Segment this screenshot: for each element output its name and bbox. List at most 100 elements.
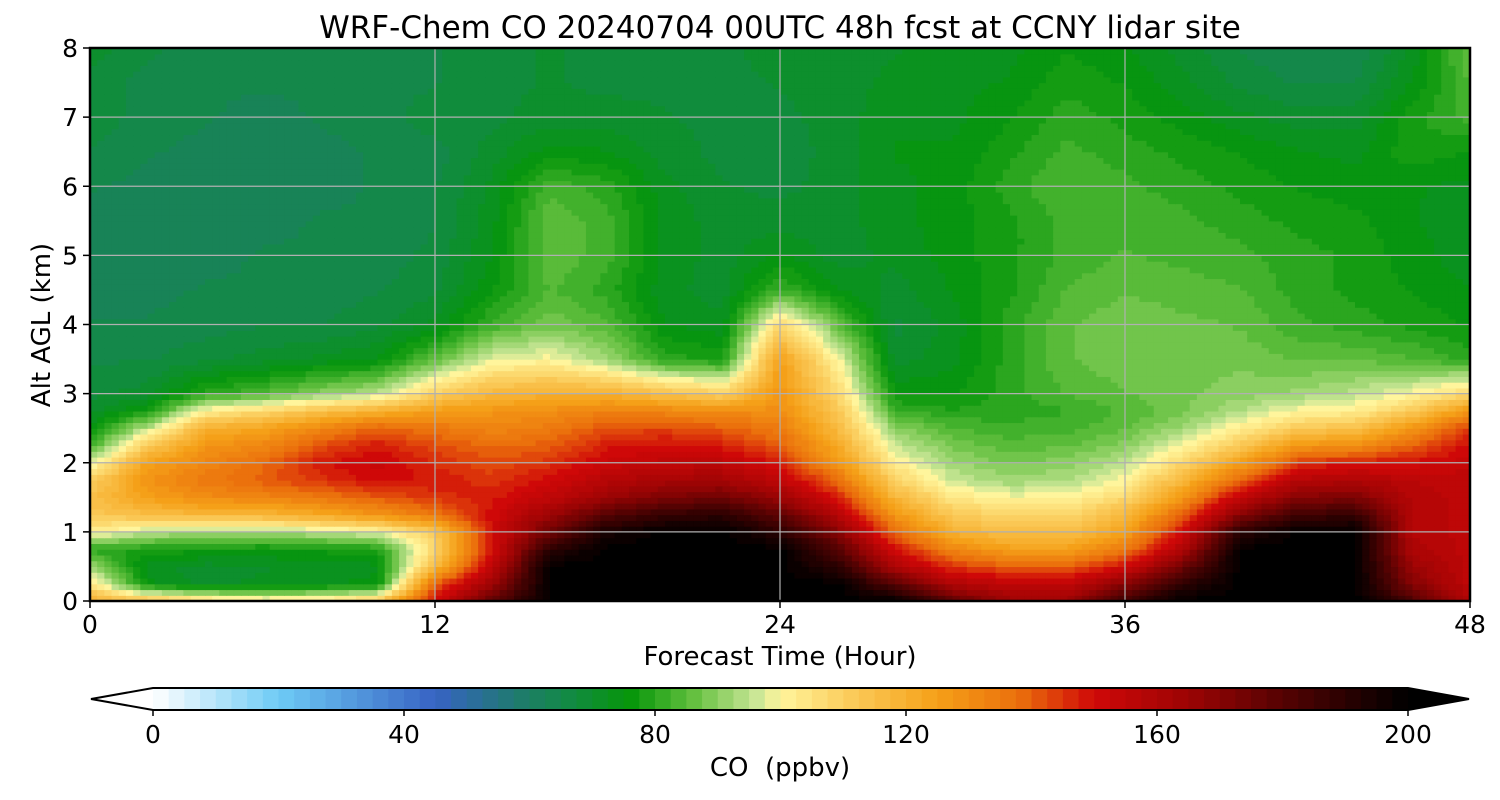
heatmap-cell bbox=[125, 572, 134, 579]
heatmap-cell bbox=[722, 503, 731, 510]
heatmap-cell bbox=[1383, 531, 1392, 539]
heatmap-cell bbox=[176, 549, 185, 556]
heatmap-cell bbox=[708, 451, 716, 458]
heatmap-cell bbox=[1268, 508, 1277, 516]
heatmap-cell bbox=[377, 456, 386, 464]
heatmap-cell bbox=[693, 491, 702, 498]
heatmap-cell bbox=[1204, 497, 1212, 504]
heatmap-cell bbox=[1434, 583, 1442, 591]
heatmap-cell bbox=[794, 462, 803, 470]
heatmap-cell bbox=[1002, 595, 1011, 601]
heatmap-cell bbox=[665, 480, 673, 487]
heatmap-cell bbox=[219, 456, 228, 464]
heatmap-cell bbox=[866, 503, 875, 510]
heatmap-cell bbox=[1153, 474, 1162, 481]
heatmap-cell bbox=[722, 577, 731, 585]
heatmap-cell bbox=[97, 583, 105, 591]
heatmap-cell bbox=[593, 543, 601, 550]
heatmap-cell bbox=[140, 485, 149, 493]
heatmap-cell bbox=[1089, 456, 1097, 464]
heatmap-cell bbox=[363, 462, 371, 470]
heatmap-cell bbox=[514, 589, 522, 596]
heatmap-cell bbox=[736, 560, 745, 568]
heatmap-cell bbox=[1067, 526, 1076, 533]
heatmap-cell bbox=[485, 514, 494, 521]
heatmap-cell bbox=[578, 543, 587, 550]
heatmap-cell bbox=[355, 577, 364, 585]
heatmap-cell bbox=[1211, 549, 1220, 556]
heatmap-cell bbox=[118, 531, 127, 539]
heatmap-cell bbox=[1225, 560, 1234, 568]
heatmap-cell bbox=[449, 514, 458, 521]
heatmap-cell bbox=[478, 514, 486, 521]
heatmap-cell bbox=[665, 526, 673, 533]
heatmap-cell bbox=[736, 566, 745, 573]
heatmap-cell bbox=[1297, 531, 1306, 539]
heatmap-cell bbox=[593, 577, 601, 585]
heatmap-cell bbox=[1448, 583, 1457, 591]
heatmap-cell bbox=[1376, 497, 1385, 504]
heatmap-cell bbox=[988, 560, 997, 568]
heatmap-cell bbox=[1426, 503, 1435, 510]
heatmap-cell bbox=[1189, 572, 1198, 579]
heatmap-cell bbox=[1168, 497, 1176, 504]
heatmap-cell bbox=[988, 514, 997, 521]
heatmap-cell bbox=[873, 468, 882, 475]
heatmap-cell bbox=[176, 577, 185, 585]
heatmap-cell bbox=[938, 491, 946, 498]
heatmap-cell bbox=[140, 583, 149, 591]
heatmap-cell bbox=[1125, 474, 1133, 481]
heatmap-cell bbox=[161, 485, 170, 493]
heatmap-cell bbox=[1160, 508, 1169, 516]
heatmap-cell bbox=[758, 549, 767, 556]
heatmap-cell bbox=[370, 491, 379, 498]
heatmap-cell bbox=[1261, 589, 1270, 596]
heatmap-cell bbox=[550, 451, 558, 458]
heatmap-cell bbox=[794, 566, 803, 573]
heatmap-cell bbox=[1168, 462, 1176, 470]
heatmap-cell bbox=[535, 589, 544, 596]
heatmap-cell bbox=[449, 537, 458, 544]
heatmap-cell bbox=[880, 589, 889, 596]
heatmap-cell bbox=[1376, 474, 1385, 481]
heatmap-cell bbox=[808, 537, 817, 544]
heatmap-cell bbox=[1268, 468, 1277, 475]
heatmap-cell bbox=[1060, 468, 1069, 475]
heatmap-cell bbox=[1031, 572, 1040, 579]
heatmap-cell bbox=[758, 456, 767, 464]
heatmap-cell bbox=[708, 583, 716, 591]
heatmap-cell bbox=[557, 514, 565, 521]
heatmap-cell bbox=[1369, 549, 1378, 556]
heatmap-cell bbox=[147, 520, 156, 527]
heatmap-cell bbox=[1218, 589, 1227, 596]
heatmap-cell bbox=[140, 526, 149, 533]
heatmap-cell bbox=[550, 503, 558, 510]
heatmap-cell bbox=[542, 468, 551, 475]
heatmap-cell bbox=[1362, 572, 1370, 579]
heatmap-cell bbox=[485, 462, 494, 470]
heatmap-cell bbox=[406, 497, 415, 504]
heatmap-cell bbox=[334, 531, 343, 539]
heatmap-cell bbox=[377, 491, 386, 498]
heatmap-cell bbox=[255, 577, 264, 585]
heatmap-cell bbox=[1268, 474, 1277, 481]
heatmap-cell bbox=[851, 468, 860, 475]
heatmap-cell bbox=[1232, 468, 1241, 475]
heatmap-cell bbox=[463, 508, 472, 516]
heatmap-cell bbox=[995, 480, 1004, 487]
heatmap-cell bbox=[902, 531, 910, 539]
heatmap-cell bbox=[1398, 531, 1406, 539]
heatmap-cell bbox=[363, 583, 371, 591]
heatmap-cell bbox=[1340, 462, 1349, 470]
heatmap-cell bbox=[873, 491, 882, 498]
heatmap-cell bbox=[147, 491, 156, 498]
heatmap-cell bbox=[564, 503, 573, 510]
heatmap-cell bbox=[1103, 520, 1112, 527]
heatmap-cell bbox=[456, 531, 465, 539]
heatmap-cell bbox=[758, 503, 767, 510]
heatmap-cell bbox=[564, 543, 573, 550]
heatmap-cell bbox=[636, 554, 645, 562]
heatmap-cell bbox=[844, 566, 853, 573]
heatmap-cell bbox=[1247, 468, 1255, 475]
heatmap-cell bbox=[1412, 468, 1421, 475]
